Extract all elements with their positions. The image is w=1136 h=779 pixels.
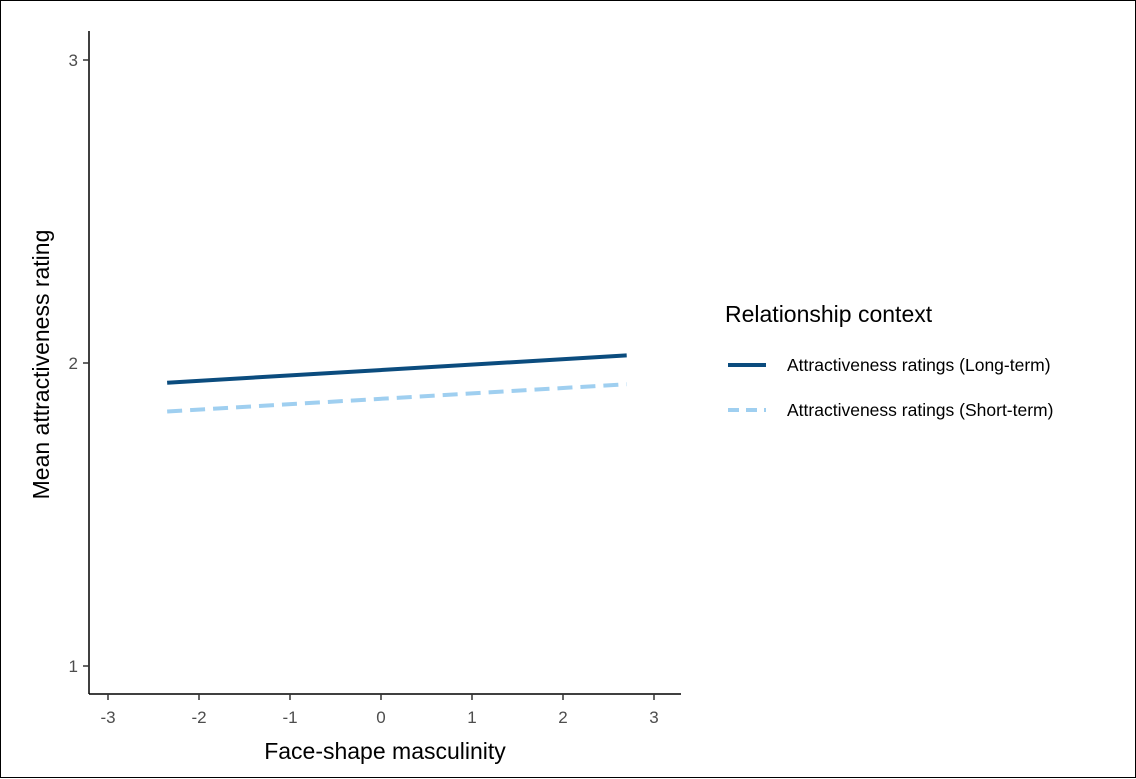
y-axis-title: Mean attractiveness rating (28, 230, 54, 500)
axes (88, 31, 681, 695)
legend: Relationship context Attractiveness rati… (725, 301, 1053, 420)
y-tick-label: 2 (69, 354, 78, 373)
legend-label: Attractiveness ratings (Long-term) (787, 355, 1051, 375)
y-tick-label: 1 (69, 657, 78, 676)
x-axis-ticks: -3 -2 -1 0 1 2 3 (100, 694, 659, 727)
x-tick-label: 2 (558, 708, 567, 727)
x-tick-label: 1 (467, 708, 476, 727)
legend-title: Relationship context (725, 301, 933, 327)
y-tick-label: 3 (69, 51, 78, 70)
x-axis-title: Face-shape masculinity (264, 738, 506, 764)
legend-items: Attractiveness ratings (Long-term) Attrac… (728, 355, 1053, 420)
series-line-short-term (167, 382, 627, 414)
x-tick-label: 3 (649, 708, 658, 727)
series-line-long-term (167, 353, 627, 385)
x-tick-label: -2 (191, 708, 206, 727)
x-tick-label: -3 (100, 708, 115, 727)
y-axis-ticks: 1 2 3 (69, 51, 89, 676)
x-tick-label: 0 (376, 708, 385, 727)
x-tick-label: -1 (282, 708, 297, 727)
legend-label: Attractiveness ratings (Short-term) (787, 400, 1053, 420)
series-lines (167, 353, 627, 414)
